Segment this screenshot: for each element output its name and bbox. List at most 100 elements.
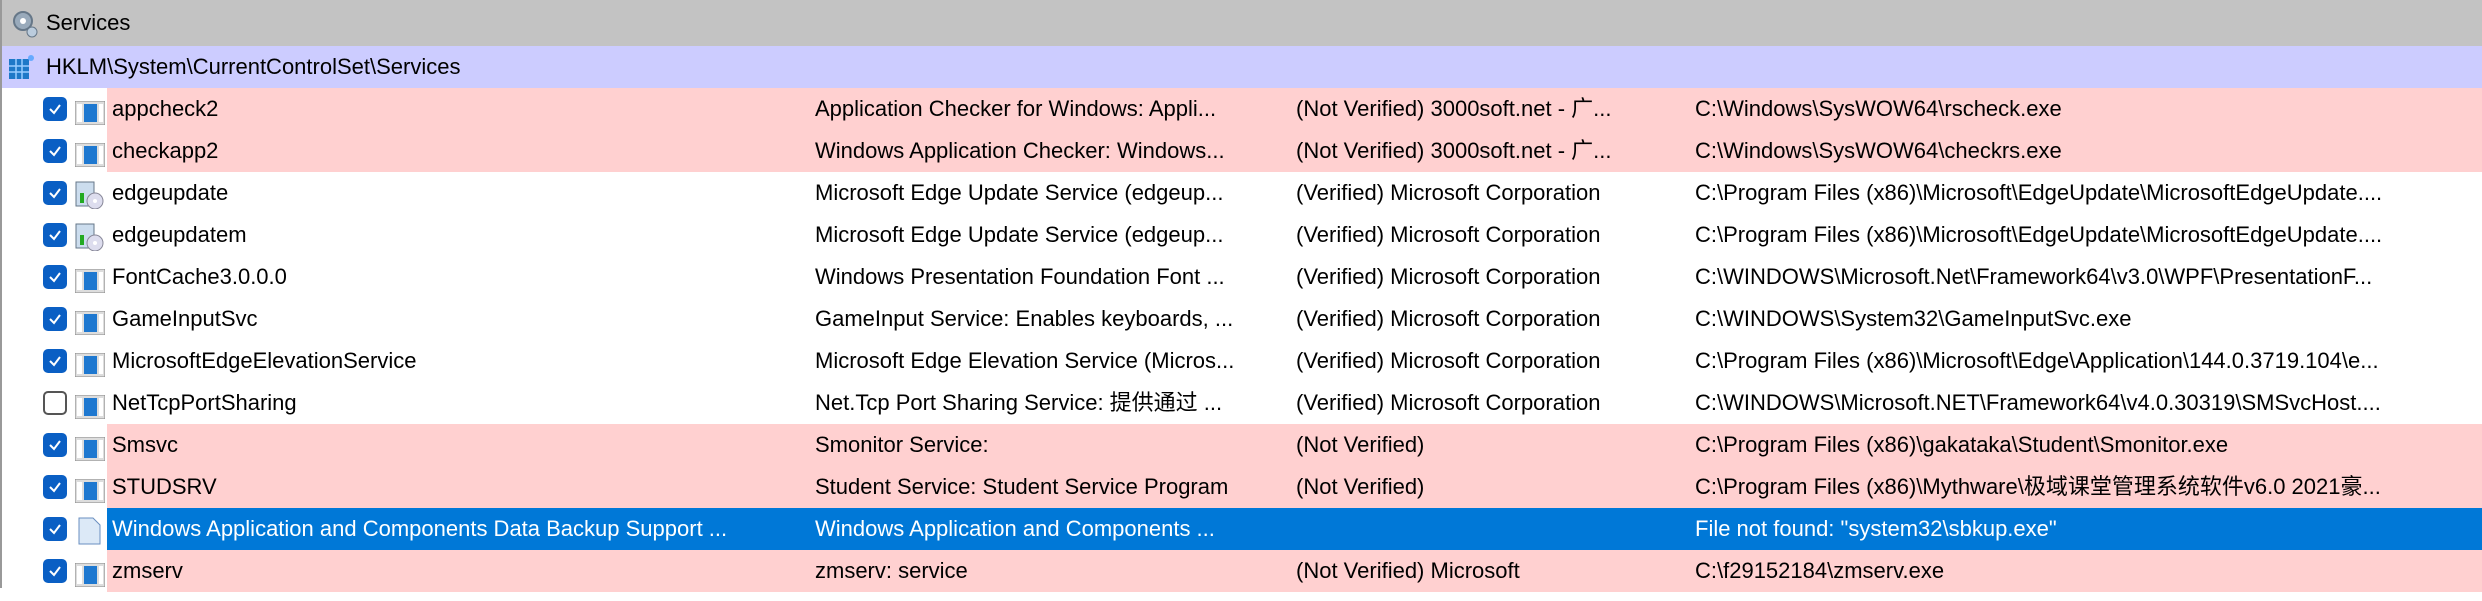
enable-checkbox[interactable]: [43, 559, 67, 583]
entry-image-path: C:\WINDOWS\Microsoft.Net\Framework64\v3.…: [1695, 264, 2373, 289]
entry-description: Application Checker for Windows: Appli..…: [815, 96, 1217, 121]
group-header-services[interactable]: Services: [2, 0, 2482, 46]
checkmark-icon: [49, 314, 61, 325]
entry-description: Microsoft Edge Elevation Service (Micros…: [815, 348, 1235, 373]
entry-image-path: C:\Program Files (x86)\Microsoft\EdgeUpd…: [1695, 222, 2383, 247]
entry-publisher: (Not Verified): [1296, 474, 1425, 499]
registry-key-row[interactable]: HKLM\System\CurrentControlSet\Services: [2, 46, 2482, 88]
file-icon: [75, 517, 105, 545]
row-highlight: [107, 550, 2482, 592]
checkmark-icon: [49, 482, 61, 493]
service-icon: [74, 97, 106, 126]
checkmark-icon: [49, 188, 61, 199]
service-row[interactable]: checkapp2 Windows Application Checker: Wi…: [2, 130, 2482, 172]
entry-name: NetTcpPortSharing: [112, 390, 297, 415]
service-row[interactable]: MicrosoftEdgeElevationService Microsoft E…: [2, 340, 2482, 382]
row-highlight: [107, 130, 2482, 172]
entry-publisher: (Verified) Microsoft Corporation: [1296, 222, 1601, 247]
service-icon: [74, 475, 106, 504]
checkmark-icon: [49, 104, 61, 115]
enable-checkbox[interactable]: [43, 265, 67, 289]
enable-checkbox[interactable]: [43, 139, 67, 163]
checkmark-icon: [49, 440, 61, 451]
entry-name: appcheck2: [112, 96, 219, 121]
registry-key-path: HKLM\System\CurrentControlSet\Services: [46, 54, 461, 79]
entry-name: edgeupdate: [112, 180, 229, 205]
entry-description: Student Service: Student Service Program: [815, 474, 1229, 499]
registry-icon: [9, 55, 34, 79]
service-row[interactable]: GameInputSvc GameInput Service: Enables k…: [2, 298, 2482, 340]
enable-checkbox[interactable]: [43, 475, 67, 499]
row-highlight: [107, 88, 2482, 130]
service-row[interactable]: STUDSRV Student Service: Student Service …: [2, 466, 2482, 508]
enable-checkbox[interactable]: [43, 307, 67, 331]
checkmark-icon: [49, 566, 61, 577]
service-icon: [74, 349, 106, 378]
service-icon: [74, 265, 106, 294]
service-row[interactable]: Windows Application and Components Data …: [2, 508, 2482, 550]
entry-image-path: C:\Windows\SysWOW64\rscheck.exe: [1695, 96, 2062, 121]
service-row[interactable]: zmserv zmserv: service (Not Verified) Micr…: [2, 550, 2482, 592]
entry-description: Windows Presentation Foundation Font ...: [815, 264, 1225, 289]
entry-description: zmserv: service: [815, 558, 968, 583]
enable-checkbox[interactable]: [43, 517, 67, 541]
enable-checkbox[interactable]: [43, 223, 67, 247]
entry-publisher: (Not Verified) 3000soft.net - 广...: [1296, 138, 1612, 163]
entry-image-path: File not found: "system32\sbkup.exe": [1695, 516, 2057, 541]
entry-image-path: C:\WINDOWS\System32\GameInputSvc.exe: [1695, 306, 2132, 331]
entry-description: Windows Application Checker: Windows...: [815, 138, 1225, 163]
service-row[interactable]: appcheck2 Application Checker for Windows…: [2, 88, 2482, 130]
entry-name: Windows Application and Components Data …: [112, 516, 728, 541]
enable-checkbox[interactable]: [43, 433, 67, 457]
entry-image-path: C:\WINDOWS\Microsoft.NET\Framework64\v4.…: [1695, 390, 2381, 415]
enable-checkbox[interactable]: [43, 97, 67, 121]
entry-name: checkapp2: [112, 138, 219, 163]
entry-image-path: C:\Program Files (x86)\Microsoft\EdgeUpd…: [1695, 180, 2383, 205]
gear-icon: [13, 11, 38, 38]
entry-description: Microsoft Edge Update Service (edgeup...: [815, 180, 1224, 205]
service-row[interactable]: NetTcpPortSharing Net.Tcp Port Sharing Se…: [2, 382, 2482, 424]
entry-publisher: (Verified) Microsoft Corporation: [1296, 390, 1601, 415]
entry-image-path: C:\Windows\SysWOW64\checkrs.exe: [1695, 138, 2062, 163]
entry-publisher: (Verified) Microsoft Corporation: [1296, 264, 1601, 289]
checkmark-icon: [49, 272, 61, 283]
service-icon: [74, 433, 106, 462]
enable-checkbox[interactable]: [43, 391, 67, 415]
checkmark-icon: [49, 230, 61, 241]
entry-name: Smsvc: [112, 432, 178, 457]
service-row[interactable]: Smsvc Smonitor Service: (Not Verified) C:\P…: [2, 424, 2482, 466]
entry-publisher: (Not Verified): [1296, 432, 1425, 457]
entry-publisher: (Verified) Microsoft Corporation: [1296, 306, 1601, 331]
entry-image-path: C:\Program Files (x86)\Mythware\极域课堂管理系统…: [1695, 474, 2381, 499]
entry-name: STUDSRV: [112, 474, 217, 499]
entry-name: MicrosoftEdgeElevationService: [112, 348, 417, 373]
service-row[interactable]: edgeupdate Microsoft Edge Update Service …: [2, 172, 2482, 214]
entry-publisher: [1296, 508, 1676, 550]
entry-description: Microsoft Edge Update Service (edgeup...: [815, 222, 1224, 247]
entry-publisher: (Verified) Microsoft Corporation: [1296, 180, 1601, 205]
entry-name: GameInputSvc: [112, 306, 258, 331]
entry-image-path: C:\Program Files (x86)\Microsoft\Edge\Ap…: [1695, 348, 2379, 373]
row-highlight: [107, 466, 2482, 508]
checkmark-icon: [49, 524, 61, 535]
row-highlight: [107, 424, 2482, 466]
enable-checkbox[interactable]: [43, 349, 67, 373]
service-icon: [74, 559, 106, 588]
entry-publisher: (Not Verified) 3000soft.net - 广...: [1296, 96, 1612, 121]
checkmark-icon: [49, 356, 61, 367]
installer-icon: [75, 181, 105, 210]
entry-publisher: (Verified) Microsoft Corporation: [1296, 348, 1601, 373]
entry-publisher: (Not Verified) Microsoft: [1296, 558, 1520, 583]
service-icon: [74, 391, 106, 420]
entry-image-path: C:\Program Files (x86)\gakataka\Student\…: [1695, 432, 2229, 457]
entry-image-path: C:\f29152184\zmserv.exe: [1695, 558, 1945, 583]
installer-icon: [75, 223, 105, 252]
entry-name: zmserv: [112, 558, 183, 583]
checkmark-icon: [49, 146, 61, 157]
service-icon: [74, 307, 106, 336]
entry-description: GameInput Service: Enables keyboards, ..…: [815, 306, 1234, 331]
service-icon: [74, 139, 106, 168]
enable-checkbox[interactable]: [43, 181, 67, 205]
service-row[interactable]: edgeupdatem Microsoft Edge Update Service…: [2, 214, 2482, 256]
service-row[interactable]: FontCache3.0.0.0 Windows Presentation Fou…: [2, 256, 2482, 298]
